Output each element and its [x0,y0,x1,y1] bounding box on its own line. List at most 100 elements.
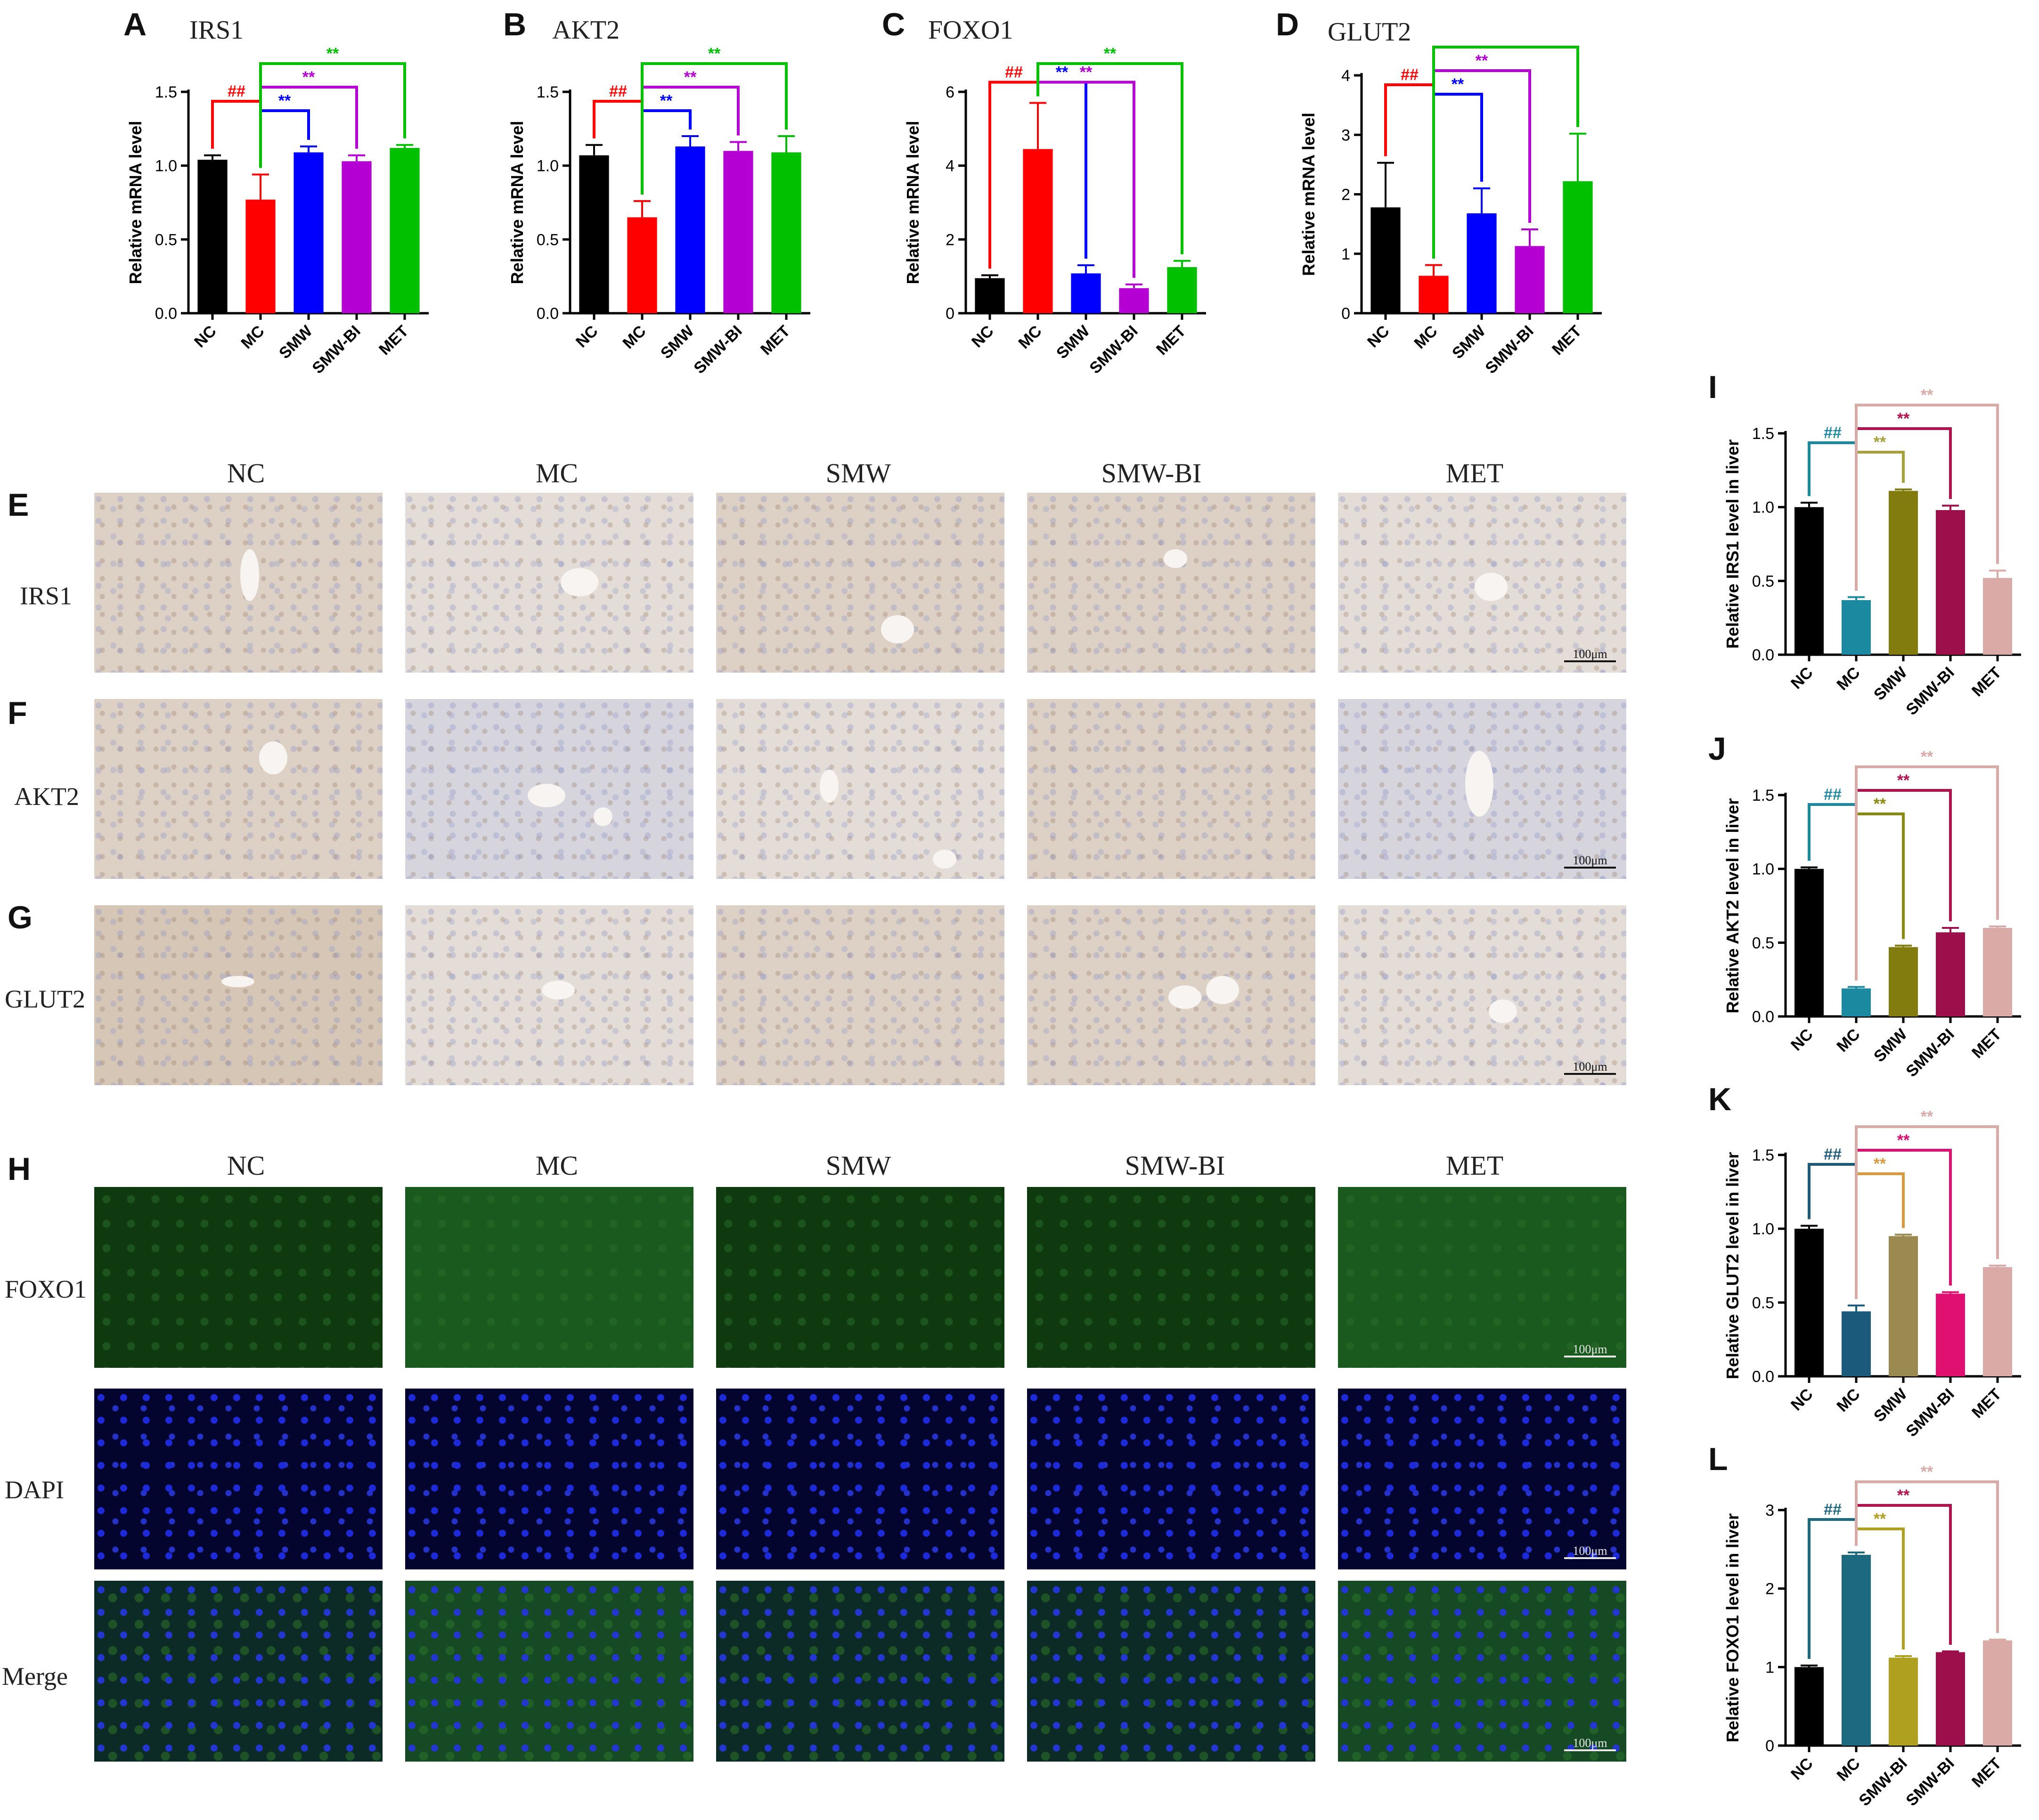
ihc-irs1-smw [716,493,1004,673]
x-tick-label: MET [1968,664,2005,700]
ihc-col-smw: SMW [825,458,891,488]
x-tick-label: SMW-BI [1902,1025,1957,1081]
chart-a-title: IRS1 [189,16,244,45]
bar [1983,1267,2012,1376]
ihc-irs1-nc [94,493,383,673]
x-tick-label: SMW-BI [1902,664,1957,719]
significance-label: ## [1824,1146,1842,1163]
if-row-merge: Merge [2,1662,68,1690]
if-foxo1-smw [716,1187,1004,1368]
bar [1842,1555,1871,1746]
x-tick-label: NC [572,322,602,351]
bar [1419,276,1449,313]
y-tick-label: 0 [1341,305,1350,323]
panel-letter-e: E [8,487,29,523]
panel-letter-a: A [123,7,147,42]
x-tick-label: MET [1153,322,1190,359]
significance-bracket [641,62,788,195]
x-tick-label: MET [375,322,412,359]
x-tick-label: SMW [1053,322,1093,362]
significance-label: ## [1005,64,1023,81]
bar [1167,267,1197,313]
panel-letter-c: C [882,7,905,42]
bar [675,146,705,313]
scale-bar: 100μm [1564,1737,1616,1751]
significance-label: ** [1897,1131,1910,1149]
bar [1119,288,1149,313]
bar [1563,181,1593,313]
y-tick-label: 4 [946,157,954,175]
significance-bracket [1432,46,1579,259]
significance-label: ** [1056,64,1068,81]
y-tick-label: 1.5 [1752,1146,1774,1164]
significance-label: ** [278,92,291,110]
ihc-row-akt2: AKT2 [14,782,79,811]
if-foxo1-smw-bi [1027,1187,1315,1368]
bar [1794,507,1824,655]
if-merge-smw [716,1581,1004,1762]
y-tick-label: 2 [946,231,954,249]
scale-bar: 100μm [1564,1545,1616,1559]
chart-a: 0.0 0.5 1.0 1.5 Relative mRNA level NC MC SMWSM… [126,45,429,377]
bar [1936,1293,1965,1376]
significance-bracket [1855,765,1999,981]
x-tick-label: SMW-BI [1482,322,1537,377]
if-row-foxo1: FOXO1 [5,1275,87,1303]
bar [723,151,753,313]
if-col-mc: MC [535,1150,579,1181]
x-tick-label: MET [757,322,794,359]
y-tick-label: 1.5 [1752,425,1774,443]
significance-label: ## [228,82,245,100]
bar [1889,1236,1918,1376]
y-tick-label: 6 [946,83,954,101]
panel-letter-l: L [1708,1441,1728,1477]
y-tick-label: 0.0 [1752,646,1774,664]
bar [197,160,228,313]
bar [1370,207,1401,313]
bar [1983,578,2012,655]
bar [1889,491,1918,655]
ihc-col-nc: NC [227,458,265,488]
ihc-glut2-met: 100μm [1338,905,1626,1085]
bar [1842,988,1871,1016]
y-tick-label: 1 [1765,1658,1774,1676]
bar [294,152,324,313]
x-tick-label: NC [1787,1385,1817,1414]
panel-letter-g: G [8,900,33,935]
bar [1936,510,1965,655]
x-tick-label: MET [1549,322,1585,359]
y-axis-label: Relative AKT2 level in liver [1723,798,1742,1014]
y-axis-label: Relative mRNA level [1299,113,1318,276]
x-tick-label: SMW-BI [1902,1385,1957,1440]
y-tick-label: 1.5 [1752,787,1774,804]
ihc-irs1-mc [405,493,693,673]
significance-label: ## [1824,424,1842,442]
chart-j: 0.0 0.5 1.0 1.5 Relative AKT2 level in liver… [1723,748,2021,1081]
x-tick-label: MET [1968,1755,2005,1791]
x-tick-label: NC [1787,664,1817,693]
bar [1467,213,1497,313]
x-tick-label: MET [1968,1025,2005,1062]
y-tick-label: 0.5 [1752,934,1774,952]
panel-letter-f: F [8,695,27,731]
x-tick-label: MC [1833,1025,1863,1056]
ihc-glut2-smw [716,905,1004,1085]
ihc-akt2-mc [405,699,693,879]
x-tick-label: NC [1364,322,1393,351]
y-tick-label: 1.5 [155,83,177,101]
ihc-akt2-nc [94,699,383,879]
bar [1842,600,1871,655]
y-tick-label: 0.5 [1752,1294,1774,1312]
bar [1023,149,1053,313]
x-tick-label: MC [619,322,649,352]
significance-label: ** [1921,386,1933,404]
x-tick-label: MET [1968,1385,2005,1422]
ihc-glut2-nc [94,905,383,1085]
x-tick-label: MC [1015,322,1045,352]
y-tick-label: 4 [1341,67,1350,85]
y-tick-label: 3 [1765,1502,1774,1519]
y-tick-label: 2 [1341,186,1350,204]
panel-letter-k: K [1708,1081,1732,1117]
